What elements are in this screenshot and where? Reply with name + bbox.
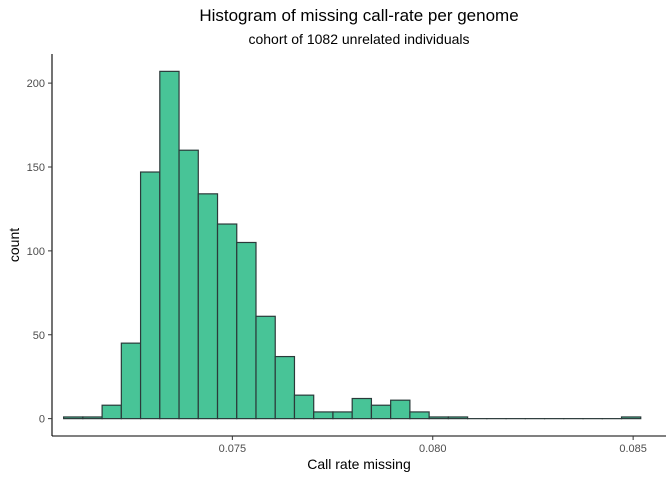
histogram-bar — [82, 416, 103, 420]
histogram-bar — [428, 416, 449, 420]
histogram-bar — [197, 193, 219, 420]
histogram-bar — [351, 397, 373, 420]
histogram-bar — [120, 342, 142, 420]
histogram-bar — [313, 411, 334, 420]
x-ticks-group: 0.075 0.080 0.085 — [219, 436, 647, 455]
histogram-bar — [390, 399, 411, 420]
y-axis-title: count — [6, 228, 22, 262]
histogram-bar — [236, 241, 257, 420]
y-tick-label: 50 — [33, 330, 45, 342]
histogram-bar — [101, 404, 122, 420]
y-ticks-group: 0 50 100 150 200 — [27, 78, 52, 426]
histogram-bar — [332, 411, 353, 420]
y-tick-label: 100 — [27, 246, 45, 258]
x-axis-title: Call rate missing — [307, 456, 410, 472]
x-tick-label: 0.080 — [419, 443, 447, 455]
histogram-bar — [255, 315, 276, 420]
y-tick-label: 0 — [39, 414, 45, 426]
histogram-bar — [159, 70, 180, 420]
x-tick-label: 0.075 — [219, 443, 247, 455]
histogram-bar — [178, 149, 199, 420]
histogram-bar — [293, 394, 315, 420]
histogram-bar — [274, 355, 296, 420]
histogram-bar — [139, 171, 161, 420]
histogram-bar — [63, 416, 84, 420]
y-tick-label: 150 — [27, 162, 45, 174]
y-tick-label: 200 — [27, 78, 45, 90]
x-tick-label: 0.085 — [619, 443, 647, 455]
histogram-bar — [216, 223, 238, 420]
histogram-bar — [620, 416, 642, 420]
histogram-bar — [409, 411, 430, 420]
bars-group — [63, 70, 642, 420]
chart-subtitle: cohort of 1082 unrelated individuals — [248, 31, 469, 47]
chart-title: Histogram of missing call-rate per genom… — [199, 6, 518, 25]
histogram-bar — [447, 416, 469, 420]
histogram-bar — [370, 404, 392, 420]
